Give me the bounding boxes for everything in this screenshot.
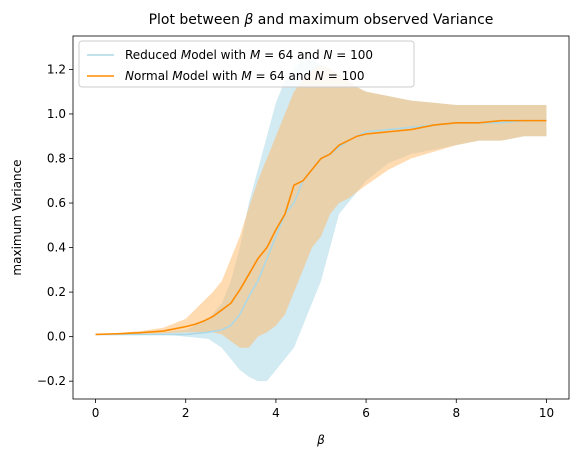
- y-tick-label: −0.2: [37, 374, 66, 388]
- legend-entry: Normal Model with M = 64 and N = 100: [125, 69, 364, 83]
- legend-entry: Reduced Model with M = 64 and N = 100: [125, 48, 373, 62]
- y-axis-label: maximum Variance: [10, 159, 24, 275]
- x-tick-label: 10: [539, 406, 554, 420]
- legend: Reduced Model with M = 64 and N = 100 Nor…: [78, 40, 415, 88]
- y-tick-label: 1.0: [47, 107, 66, 121]
- x-tick-label: 4: [272, 406, 280, 420]
- y-tick-label: 0.2: [47, 285, 66, 299]
- y-tick-label: 1.2: [47, 62, 66, 76]
- series-1-line: [95, 119, 547, 336]
- x-tick-label: 6: [362, 406, 370, 420]
- y-tick-label: 0.6: [47, 196, 66, 210]
- x-tick-label: 8: [452, 406, 460, 420]
- y-tick-label: 0.4: [47, 241, 66, 255]
- series-1-band: [95, 64, 547, 348]
- confidence-bands: [95, 58, 547, 382]
- x-tick-label: 2: [182, 406, 190, 420]
- chart-title: Plot between β and maximum observed Vari…: [149, 12, 494, 28]
- y-tick-label: 0.0: [47, 330, 66, 344]
- x-axis-label: β: [316, 433, 325, 447]
- plot-frame: [72, 35, 570, 400]
- series-lines: [95, 119, 547, 336]
- x-tick-label: 0: [92, 406, 100, 420]
- x-axis-ticks: 0 2 4 6 8 10: [92, 399, 554, 420]
- y-tick-label: 0.8: [47, 151, 66, 165]
- legend-box: [78, 40, 415, 88]
- y-axis-ticks: −0.2 0.0 0.2 0.4 0.6 0.8 1.0 1.2: [37, 62, 73, 388]
